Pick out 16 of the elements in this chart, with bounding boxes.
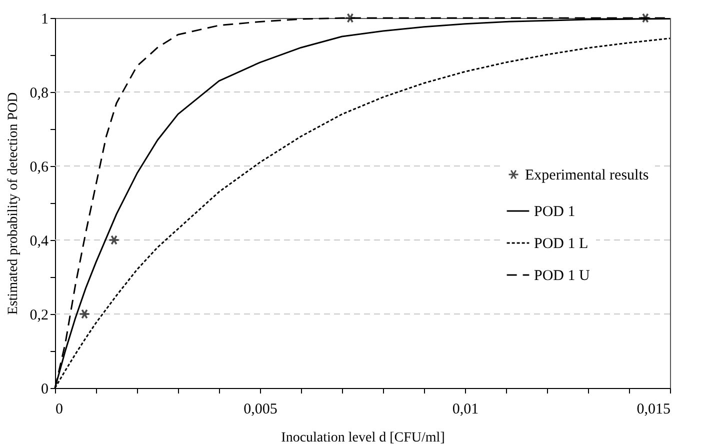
legend-label: POD 1 L xyxy=(534,236,588,252)
x-tick-label: 0,015 xyxy=(636,402,670,418)
y-tick-label: 0,4 xyxy=(30,234,49,250)
legend-label: POD 1 U xyxy=(534,268,590,284)
legend-label: Experimental results xyxy=(525,168,649,184)
legend-label: POD 1 xyxy=(534,204,576,220)
y-tick-label: 0,6 xyxy=(30,160,49,176)
y-tick-label: 0,2 xyxy=(30,308,48,324)
y-tick-label: 1 xyxy=(41,12,48,28)
y-tick-label: 0,8 xyxy=(30,86,48,102)
y-tick-label: 0 xyxy=(41,382,48,398)
x-tick-label: 0,005 xyxy=(244,402,278,418)
x-tick-label: 0 xyxy=(56,402,63,418)
x-tick-label: 0,01 xyxy=(452,402,479,418)
x-axis-title: Inoculation level d [CFU/ml] xyxy=(281,430,445,446)
y-axis-title: Estimated probability of detection POD xyxy=(6,92,21,315)
